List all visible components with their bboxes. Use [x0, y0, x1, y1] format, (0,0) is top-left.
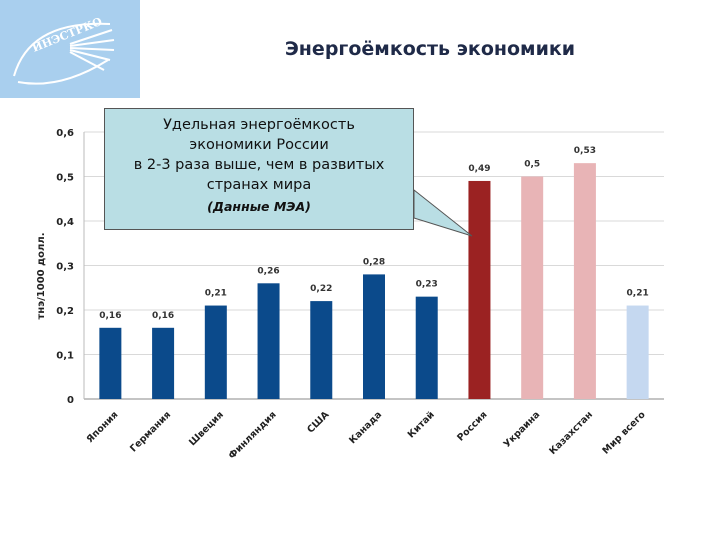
bar-5: [310, 301, 333, 399]
category-label: Швеция: [187, 409, 226, 448]
y-tick-label: 0,2: [56, 306, 74, 317]
data-label: 0,53: [574, 146, 596, 156]
bar-2: [152, 327, 175, 399]
callout-line: в 2-3 раза выше, чем в развитых: [133, 157, 385, 173]
data-label: 0,21: [205, 289, 227, 299]
callout-box: Удельная энергоёмкость экономики России …: [104, 108, 414, 230]
callout-pointer: [413, 188, 473, 237]
data-label: 0,49: [468, 164, 490, 174]
category-labels: Япония Германия Швеция Финляндия США Канада Ки…: [85, 409, 648, 462]
data-label: 0,16: [152, 311, 174, 321]
sun-arc-logo-icon: ИНЭСТРКО: [13, 15, 115, 85]
callout-line: странах мира: [206, 177, 312, 193]
category-label: Япония: [85, 409, 121, 445]
category-label: Украина: [502, 409, 543, 450]
bar-4: [257, 283, 280, 399]
callout: Удельная энергоёмкость экономики России …: [104, 108, 414, 230]
data-label: 0,16: [99, 311, 121, 321]
category-label: Финляндия: [227, 409, 279, 461]
bars: [99, 163, 649, 399]
bar-1: [99, 327, 122, 399]
page-title: Энергоёмкость экономики: [284, 38, 576, 60]
category-label: Германия: [128, 409, 173, 454]
category-label: Казахстан: [547, 409, 595, 457]
category-label: Россия: [455, 409, 489, 443]
bar-3: [204, 305, 227, 399]
data-label: 0,28: [363, 257, 385, 267]
bar-10: [573, 163, 596, 399]
bar-8: [468, 180, 491, 399]
logo: ИНЭСТРКО: [0, 0, 140, 98]
category-label: США: [305, 409, 332, 436]
callout-line: Удельная энергоёмкость: [163, 117, 355, 133]
category-label: Мир всего: [601, 409, 649, 457]
y-tick-label: 0,1: [56, 351, 74, 362]
data-label: 0,5: [524, 160, 540, 170]
y-tick-label: 0,5: [56, 173, 74, 184]
y-axis-ticks: 0 0,1 0,2 0,3 0,4 0,5 0,6: [56, 128, 74, 406]
y-tick-label: 0,6: [56, 128, 74, 139]
data-label: 0,26: [257, 266, 279, 276]
y-tick-label: 0: [67, 395, 74, 406]
data-labels: 0,16 0,16 0,21 0,26 0,22 0,28 0,23 0,49 0,5 0,53 0…: [99, 146, 648, 321]
bar-9: [521, 176, 544, 399]
category-label: Китай: [406, 409, 437, 440]
callout-line: экономики России: [189, 137, 329, 153]
category-label: Канада: [347, 409, 384, 446]
bar-11: [626, 305, 649, 399]
data-label: 0,21: [627, 289, 649, 299]
y-tick-label: 0,4: [56, 217, 74, 228]
y-axis-label: тнэ/1000 долл.: [36, 233, 47, 320]
data-label: 0,23: [416, 280, 438, 290]
bar-7: [415, 296, 438, 399]
data-label: 0,22: [310, 284, 332, 294]
bar-6: [363, 274, 385, 399]
callout-source: (Данные МЭА): [207, 199, 311, 214]
y-tick-label: 0,3: [56, 262, 74, 273]
